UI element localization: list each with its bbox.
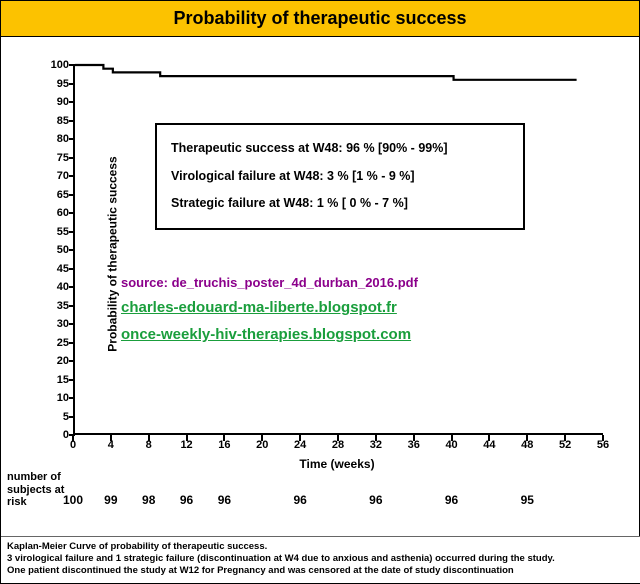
- at-risk-value: 95: [521, 493, 534, 507]
- y-tick-label: 30: [49, 318, 69, 330]
- result-row: Therapeutic success at W48: 96 % [90% - …: [171, 135, 509, 163]
- y-tick-label: 10: [49, 392, 69, 404]
- y-tick-label: 5: [49, 411, 69, 423]
- y-tick-label: 65: [49, 189, 69, 201]
- results-box: Therapeutic success at W48: 96 % [90% - …: [155, 123, 525, 230]
- plot-area: [73, 65, 603, 435]
- y-tick-label: 0: [49, 429, 69, 441]
- at-risk-value: 96: [369, 493, 382, 507]
- footer-line: 3 virological failure and 1 strategic fa…: [7, 553, 635, 565]
- y-tick-label: 60: [49, 207, 69, 219]
- y-tick-label: 80: [49, 133, 69, 145]
- y-tick-label: 45: [49, 263, 69, 275]
- y-tick-label: 90: [49, 96, 69, 108]
- y-tick-label: 25: [49, 337, 69, 349]
- at-risk-value: 96: [445, 493, 458, 507]
- at-risk-value: 96: [218, 493, 231, 507]
- y-tick-label: 55: [49, 226, 69, 238]
- at-risk-value: 98: [142, 493, 155, 507]
- y-tick-label: 75: [49, 152, 69, 164]
- y-tick-label: 100: [49, 59, 69, 71]
- y-tick-label: 40: [49, 281, 69, 293]
- y-tick-label: 70: [49, 170, 69, 182]
- at-risk-value: 96: [293, 493, 306, 507]
- at-risk-value: 100: [63, 493, 83, 507]
- footer-line: Kaplan-Meier Curve of probability of the…: [7, 541, 635, 553]
- y-tick-label: 50: [49, 244, 69, 256]
- title-bar: Probability of therapeutic success: [1, 1, 639, 37]
- y-tick-label: 85: [49, 115, 69, 127]
- figure-container: Probability of therapeutic success 0 5 10 1…: [0, 0, 640, 584]
- y-tick-label: 35: [49, 300, 69, 312]
- result-row: Virological failure at W48: 3 % [1 % - 9…: [171, 163, 509, 191]
- km-curve: [75, 65, 577, 80]
- source-link[interactable]: once-weekly-hiv-therapies.blogspot.com: [121, 321, 418, 348]
- at-risk-value: 96: [180, 493, 193, 507]
- source-link[interactable]: charles-edouard-ma-liberte.blogspot.fr: [121, 294, 418, 321]
- source-block: source: de_truchis_poster_4d_durban_2016…: [121, 271, 418, 348]
- footer-line: One patient discontinued the study at W1…: [7, 565, 635, 577]
- km-curve-svg: [75, 65, 605, 435]
- y-tick-label: 15: [49, 374, 69, 386]
- result-row: Strategic failure at W48: 1 % [ 0 % - 7 …: [171, 190, 509, 218]
- y-tick-label: 95: [49, 78, 69, 90]
- at-risk-value: 99: [104, 493, 117, 507]
- y-tick-label: 20: [49, 355, 69, 367]
- y-axis-label: Probability of therapeutic success: [106, 156, 120, 351]
- title-text: Probability of therapeutic success: [173, 8, 466, 29]
- x-axis-label: Time (weeks): [299, 457, 374, 471]
- chart-area: 0 5 10 15 20 25 30 35 40 45 50 55 60 65 70 75 80 85 90 95 10…: [1, 37, 640, 527]
- footer-notes: Kaplan-Meier Curve of probability of the…: [1, 536, 640, 583]
- source-text: source: de_truchis_poster_4d_durban_2016…: [121, 271, 418, 294]
